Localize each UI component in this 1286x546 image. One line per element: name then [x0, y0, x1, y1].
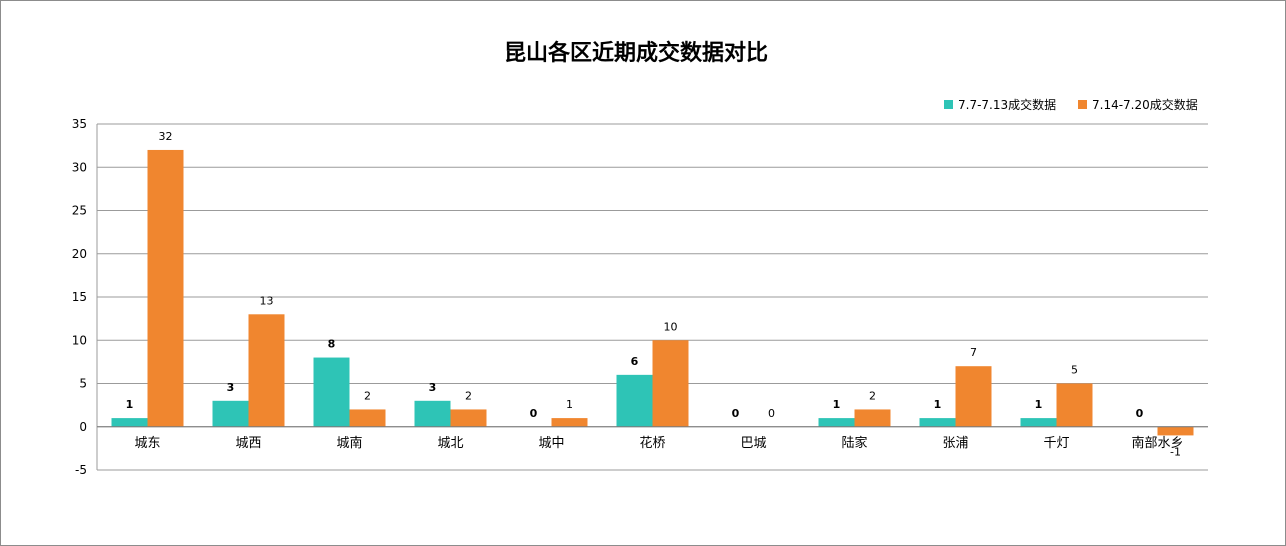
legend-label: 7.7-7.13成交数据: [958, 97, 1056, 112]
data-label: 0: [1136, 407, 1144, 420]
bar: [652, 340, 689, 427]
y-tick-label: 20: [72, 247, 87, 261]
y-tick-label: 15: [72, 290, 87, 304]
data-label: 2: [364, 389, 371, 402]
x-category-label: 张浦: [942, 436, 968, 451]
bar: [147, 149, 184, 427]
data-label: 1: [1035, 398, 1043, 411]
data-label: 13: [260, 294, 274, 307]
y-tick-label: 35: [72, 117, 87, 131]
bar: [818, 418, 855, 427]
legend-label: 7.14-7.20成交数据: [1092, 97, 1198, 112]
bar: [450, 409, 487, 427]
bar: [551, 418, 588, 427]
x-category-label: 陆家: [841, 435, 867, 451]
data-label: 7: [970, 346, 977, 359]
x-category-label: 花桥: [639, 435, 665, 451]
bar: [1020, 418, 1057, 427]
data-label: 1: [934, 398, 942, 411]
legend-swatch: [1078, 100, 1087, 109]
data-label: 2: [465, 389, 472, 402]
bar: [414, 400, 451, 427]
bar: [349, 409, 386, 427]
bar: [1157, 426, 1194, 436]
x-category-label: 巴城: [740, 436, 766, 451]
bars: [111, 149, 1194, 436]
y-tick-label: -5: [75, 463, 87, 477]
bar: [854, 409, 891, 427]
x-category-label: 城西: [235, 436, 261, 451]
data-label: 5: [1071, 364, 1078, 377]
chart-title: 昆山各区近期成交数据对比: [504, 40, 768, 66]
data-label: 0: [768, 407, 775, 420]
x-category-label: 千灯: [1043, 436, 1069, 451]
bar: [616, 374, 653, 427]
data-label: 10: [664, 320, 678, 333]
data-label: 32: [159, 130, 173, 143]
y-tick-label: 30: [72, 160, 87, 174]
bar: [212, 400, 249, 427]
bar: [248, 314, 285, 427]
bar: [111, 418, 148, 427]
y-axis: -5 0 5 10 15 20 25 30 35: [72, 117, 98, 477]
x-category-label: 城南: [336, 435, 362, 451]
x-category-label: 城北: [437, 436, 463, 451]
data-label: 6: [631, 355, 639, 368]
data-label: 2: [869, 389, 876, 402]
data-label: 3: [429, 381, 437, 394]
x-category-label: 城中: [538, 436, 564, 451]
data-label: 0: [732, 407, 740, 420]
y-tick-label: 5: [79, 377, 87, 391]
bar: [313, 357, 350, 427]
data-label: 0: [530, 407, 538, 420]
data-label: 8: [328, 338, 336, 351]
bar: [1056, 383, 1093, 427]
legend: 7.7-7.13成交数据 7.14-7.20成交数据: [944, 97, 1198, 112]
bar: [919, 418, 956, 427]
x-axis: 城东 城西 城南 城北 城中 花桥 巴城 陆家 张浦 千灯 南部水乡: [97, 426, 1208, 451]
data-label: 1: [566, 398, 573, 411]
data-label: 1: [833, 398, 841, 411]
data-label: -1: [1170, 445, 1181, 458]
data-label: 1: [126, 398, 134, 411]
y-tick-label: 10: [72, 333, 87, 347]
data-label: 3: [227, 381, 235, 394]
x-category-label: 南部水乡: [1131, 435, 1183, 451]
bar: [955, 366, 992, 427]
y-tick-label: 0: [79, 420, 87, 434]
x-category-label: 城东: [134, 436, 160, 451]
legend-swatch: [944, 100, 953, 109]
y-tick-label: 25: [72, 204, 87, 218]
